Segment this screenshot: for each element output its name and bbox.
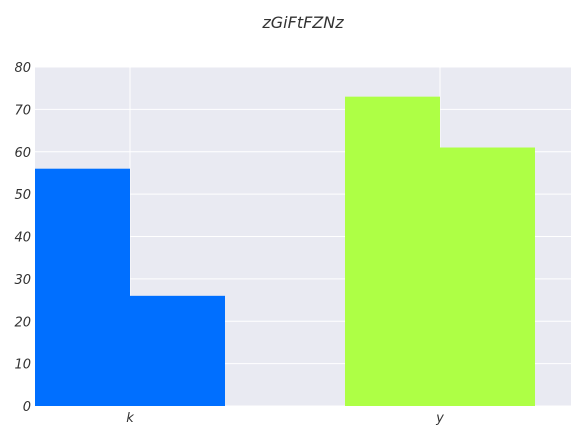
y-tick-label: 30 <box>14 273 31 288</box>
y-tick-label: 70 <box>14 103 31 118</box>
x-tick-label: k <box>126 411 134 426</box>
bar <box>130 295 225 406</box>
bar <box>345 96 440 406</box>
y-tick-label: 60 <box>14 146 31 161</box>
x-tick-label: y <box>435 411 444 426</box>
y-tick-label: 50 <box>14 188 31 203</box>
bars <box>35 96 535 406</box>
bar <box>440 147 535 406</box>
y-axis-ticks: 0 10 20 30 40 50 60 70 80 <box>14 61 31 415</box>
y-tick-label: 10 <box>14 358 31 373</box>
y-tick-label: 20 <box>14 315 31 330</box>
chart-title: zGiFtFZNz <box>261 13 344 32</box>
bar <box>35 168 130 406</box>
y-tick-label: 0 <box>23 400 31 415</box>
y-tick-label: 80 <box>14 61 31 76</box>
y-tick-label: 40 <box>14 231 31 246</box>
